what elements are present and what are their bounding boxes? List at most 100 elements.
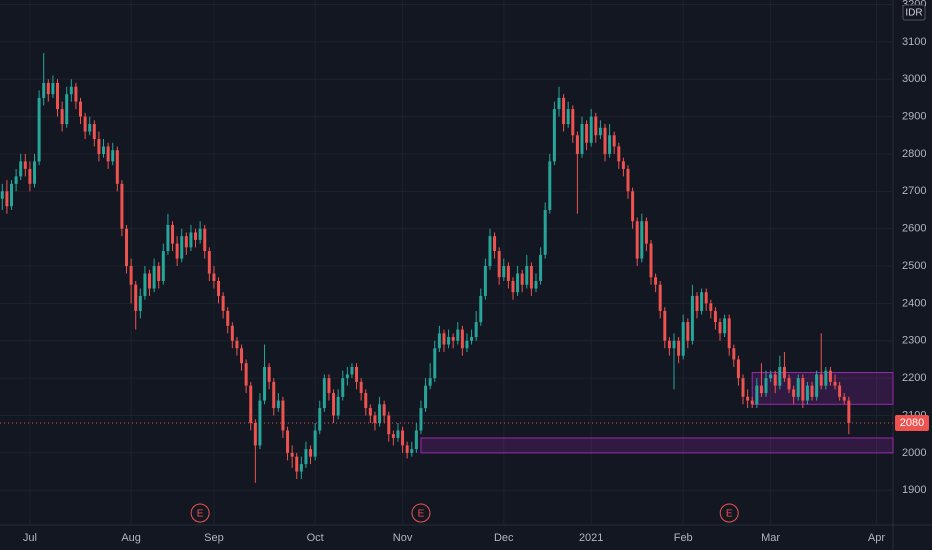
- candle-body: [769, 374, 773, 379]
- candle-body: [226, 310, 230, 326]
- candle-body: [313, 430, 317, 457]
- candle-body: [364, 393, 368, 409]
- candle-body: [644, 221, 648, 244]
- candle-body: [819, 374, 823, 386]
- candle-body: [516, 273, 520, 293]
- y-tick-label: 2500: [902, 260, 926, 272]
- x-tick-label: 2021: [579, 532, 603, 544]
- y-tick-label: 2000: [902, 447, 926, 459]
- candle-body: [258, 400, 262, 446]
- candle-body: [350, 366, 354, 375]
- candle-body: [782, 366, 786, 379]
- event-label: E: [418, 509, 425, 520]
- candle-body: [207, 251, 211, 274]
- candle-body: [612, 135, 616, 147]
- candle-body: [401, 430, 405, 446]
- event-marker: [719, 503, 739, 523]
- candle-body: [152, 266, 156, 289]
- candle-body: [65, 94, 69, 125]
- candle-body: [727, 318, 731, 349]
- candle-body: [272, 381, 276, 409]
- candle-body: [391, 434, 395, 438]
- candle-body: [56, 82, 60, 110]
- candle-body: [5, 191, 9, 207]
- candle-body: [557, 97, 561, 110]
- y-tick-label: 2900: [902, 110, 926, 122]
- candle-body: [0, 191, 4, 199]
- y-tick-label: 2400: [902, 297, 926, 309]
- candle-body: [465, 340, 469, 349]
- candle-body: [460, 329, 464, 349]
- candle-body: [479, 295, 483, 323]
- candle-body: [447, 337, 451, 345]
- candle-body: [115, 150, 119, 184]
- candle-body: [309, 449, 313, 457]
- candle-body: [332, 393, 336, 416]
- x-tick-label: Apr: [868, 532, 885, 544]
- x-tick-label: Sep: [204, 532, 224, 544]
- candle-body: [787, 378, 791, 390]
- candle-body: [677, 340, 681, 356]
- candle-body: [525, 266, 529, 285]
- candle-body: [562, 97, 566, 125]
- candle-body: [635, 221, 639, 259]
- candle-body: [184, 236, 188, 248]
- candle-body: [373, 415, 377, 423]
- candle-body: [382, 404, 386, 416]
- candle-body: [548, 161, 552, 210]
- candle-body: [511, 280, 515, 293]
- event-label: E: [197, 509, 204, 520]
- candle-body: [263, 366, 267, 401]
- candle-body: [608, 135, 612, 154]
- candle-body: [378, 404, 382, 423]
- candle-body: [396, 430, 400, 438]
- candle-body: [299, 464, 303, 472]
- candle-body: [51, 82, 55, 95]
- candle-body: [88, 124, 92, 132]
- candle-body: [327, 378, 331, 394]
- candle-body: [589, 116, 593, 143]
- x-tick-label: Jul: [23, 532, 37, 544]
- candle-body: [695, 295, 699, 311]
- candle-body: [355, 366, 359, 382]
- candle-body: [543, 210, 547, 255]
- candle-body: [451, 337, 455, 341]
- candle-body: [69, 86, 73, 95]
- candle-body: [138, 295, 142, 311]
- candle-body: [824, 370, 828, 386]
- currency-label: IDR: [905, 8, 922, 19]
- candle-body: [171, 224, 175, 244]
- candle-body: [534, 280, 538, 289]
- candle-body: [598, 127, 602, 136]
- candle-body: [649, 243, 653, 278]
- candle-body: [828, 370, 832, 382]
- candle-body: [189, 232, 193, 248]
- candle-body: [286, 430, 290, 453]
- candle-body: [483, 266, 487, 296]
- event-marker: [190, 503, 210, 523]
- candle-body: [529, 266, 533, 289]
- candle-body: [470, 337, 474, 341]
- candle-body: [690, 295, 694, 341]
- candle-body: [428, 378, 432, 386]
- candle-body: [456, 329, 460, 341]
- candle-body: [667, 340, 671, 349]
- candle-body: [506, 266, 510, 281]
- candle-body: [28, 168, 32, 184]
- y-tick-label: 2800: [902, 148, 926, 160]
- y-tick-label: 2600: [902, 223, 926, 235]
- candle-body: [575, 135, 579, 154]
- candle-body: [741, 378, 745, 397]
- candle-body: [295, 456, 299, 472]
- candle-body: [631, 191, 635, 222]
- candle-body: [125, 228, 129, 267]
- candle-body: [345, 374, 349, 379]
- candle-body: [433, 348, 437, 379]
- candle-body: [157, 266, 161, 281]
- candle-body: [194, 232, 198, 240]
- candle-body: [617, 146, 621, 162]
- candle-body: [180, 236, 184, 259]
- y-tick-label: 3000: [902, 73, 926, 85]
- candle-body: [203, 228, 207, 252]
- candle-body: [552, 109, 556, 162]
